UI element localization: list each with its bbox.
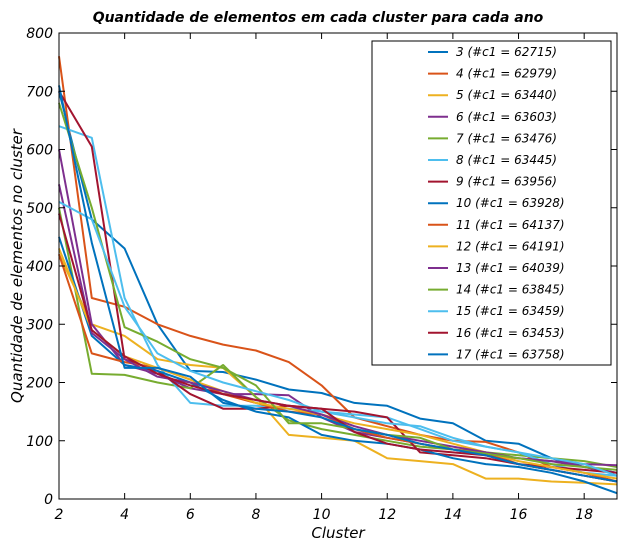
x-tick-label-8: 18 (575, 507, 593, 523)
legend-label-2: 5 (#c1 = 63440) (456, 88, 557, 102)
legend-label-5: 8 (#c1 = 63445) (456, 153, 557, 167)
legend-label-12: 15 (#c1 = 63459) (456, 304, 565, 318)
x-tick-label-4: 10 (313, 507, 331, 523)
x-tick-label-7: 16 (510, 507, 528, 523)
legend-label-11: 14 (#c1 = 63845) (456, 283, 565, 297)
x-axis-label: Cluster (311, 524, 365, 541)
legend: 3 (#c1 = 62715) 4 (#c1 = 62979) 5 (#c1 = 6… (371, 40, 612, 366)
series-layer (58, 56, 618, 495)
y-tick-label-0: 0 (44, 492, 53, 508)
x-tick-label-1: 4 (120, 507, 129, 523)
legend-label-1: 4 (#c1 = 62979) (456, 67, 557, 81)
y-tick-label-2: 200 (26, 376, 53, 392)
x-tick-label-6: 14 (444, 507, 462, 523)
y-tick-label-6: 600 (26, 143, 53, 159)
x-tick-label-2: 6 (186, 507, 195, 523)
legend-label-7: 10 (#c1 = 63928) (456, 196, 565, 210)
series-line-12 (58, 201, 618, 477)
legend-box (371, 40, 612, 366)
series-line-0 (58, 91, 618, 474)
x-tick-label-3: 8 (251, 507, 260, 523)
x-tick-label-0: 2 (55, 507, 64, 523)
legend-label-10: 13 (#c1 = 64039) (456, 261, 565, 275)
series-line-14 (58, 85, 618, 483)
y-tick-label-8: 800 (26, 26, 53, 42)
x-tick-label-5: 12 (378, 507, 396, 523)
series-line-11 (58, 102, 618, 471)
legend-label-4: 7 (#c1 = 63476) (456, 131, 557, 145)
legend-label-6: 9 (#c1 = 63956) (456, 175, 557, 189)
y-tick-label-3: 300 (26, 317, 53, 333)
legend-label-9: 12 (#c1 = 64191) (456, 239, 565, 253)
ticks-layer: 2 4 6 8 10 12 14 16 18 0 100 200 300 400 500 600 700 800 (26, 26, 617, 523)
y-tick-label-4: 400 (26, 259, 53, 275)
y-tick-label-5: 500 (26, 201, 53, 217)
y-tick-label-1: 100 (26, 434, 53, 450)
y-tick-label-7: 700 (26, 84, 53, 100)
series-line-9 (58, 248, 618, 480)
legend-label-13: 16 (#c1 = 63453) (456, 326, 565, 340)
legend-label-3: 6 (#c1 = 63603) (456, 110, 557, 124)
series-line-4 (58, 207, 618, 468)
legend-label-0: 3 (#c1 = 62715) (456, 45, 557, 59)
y-axis-label: Quantidade de elementos no cluster (8, 128, 26, 403)
legend-label-8: 11 (#c1 = 64137) (456, 218, 565, 232)
legend-label-14: 17 (#c1 = 63758) (456, 347, 565, 361)
chart-title: Quantidade de elementos em cada cluster … (93, 10, 544, 26)
